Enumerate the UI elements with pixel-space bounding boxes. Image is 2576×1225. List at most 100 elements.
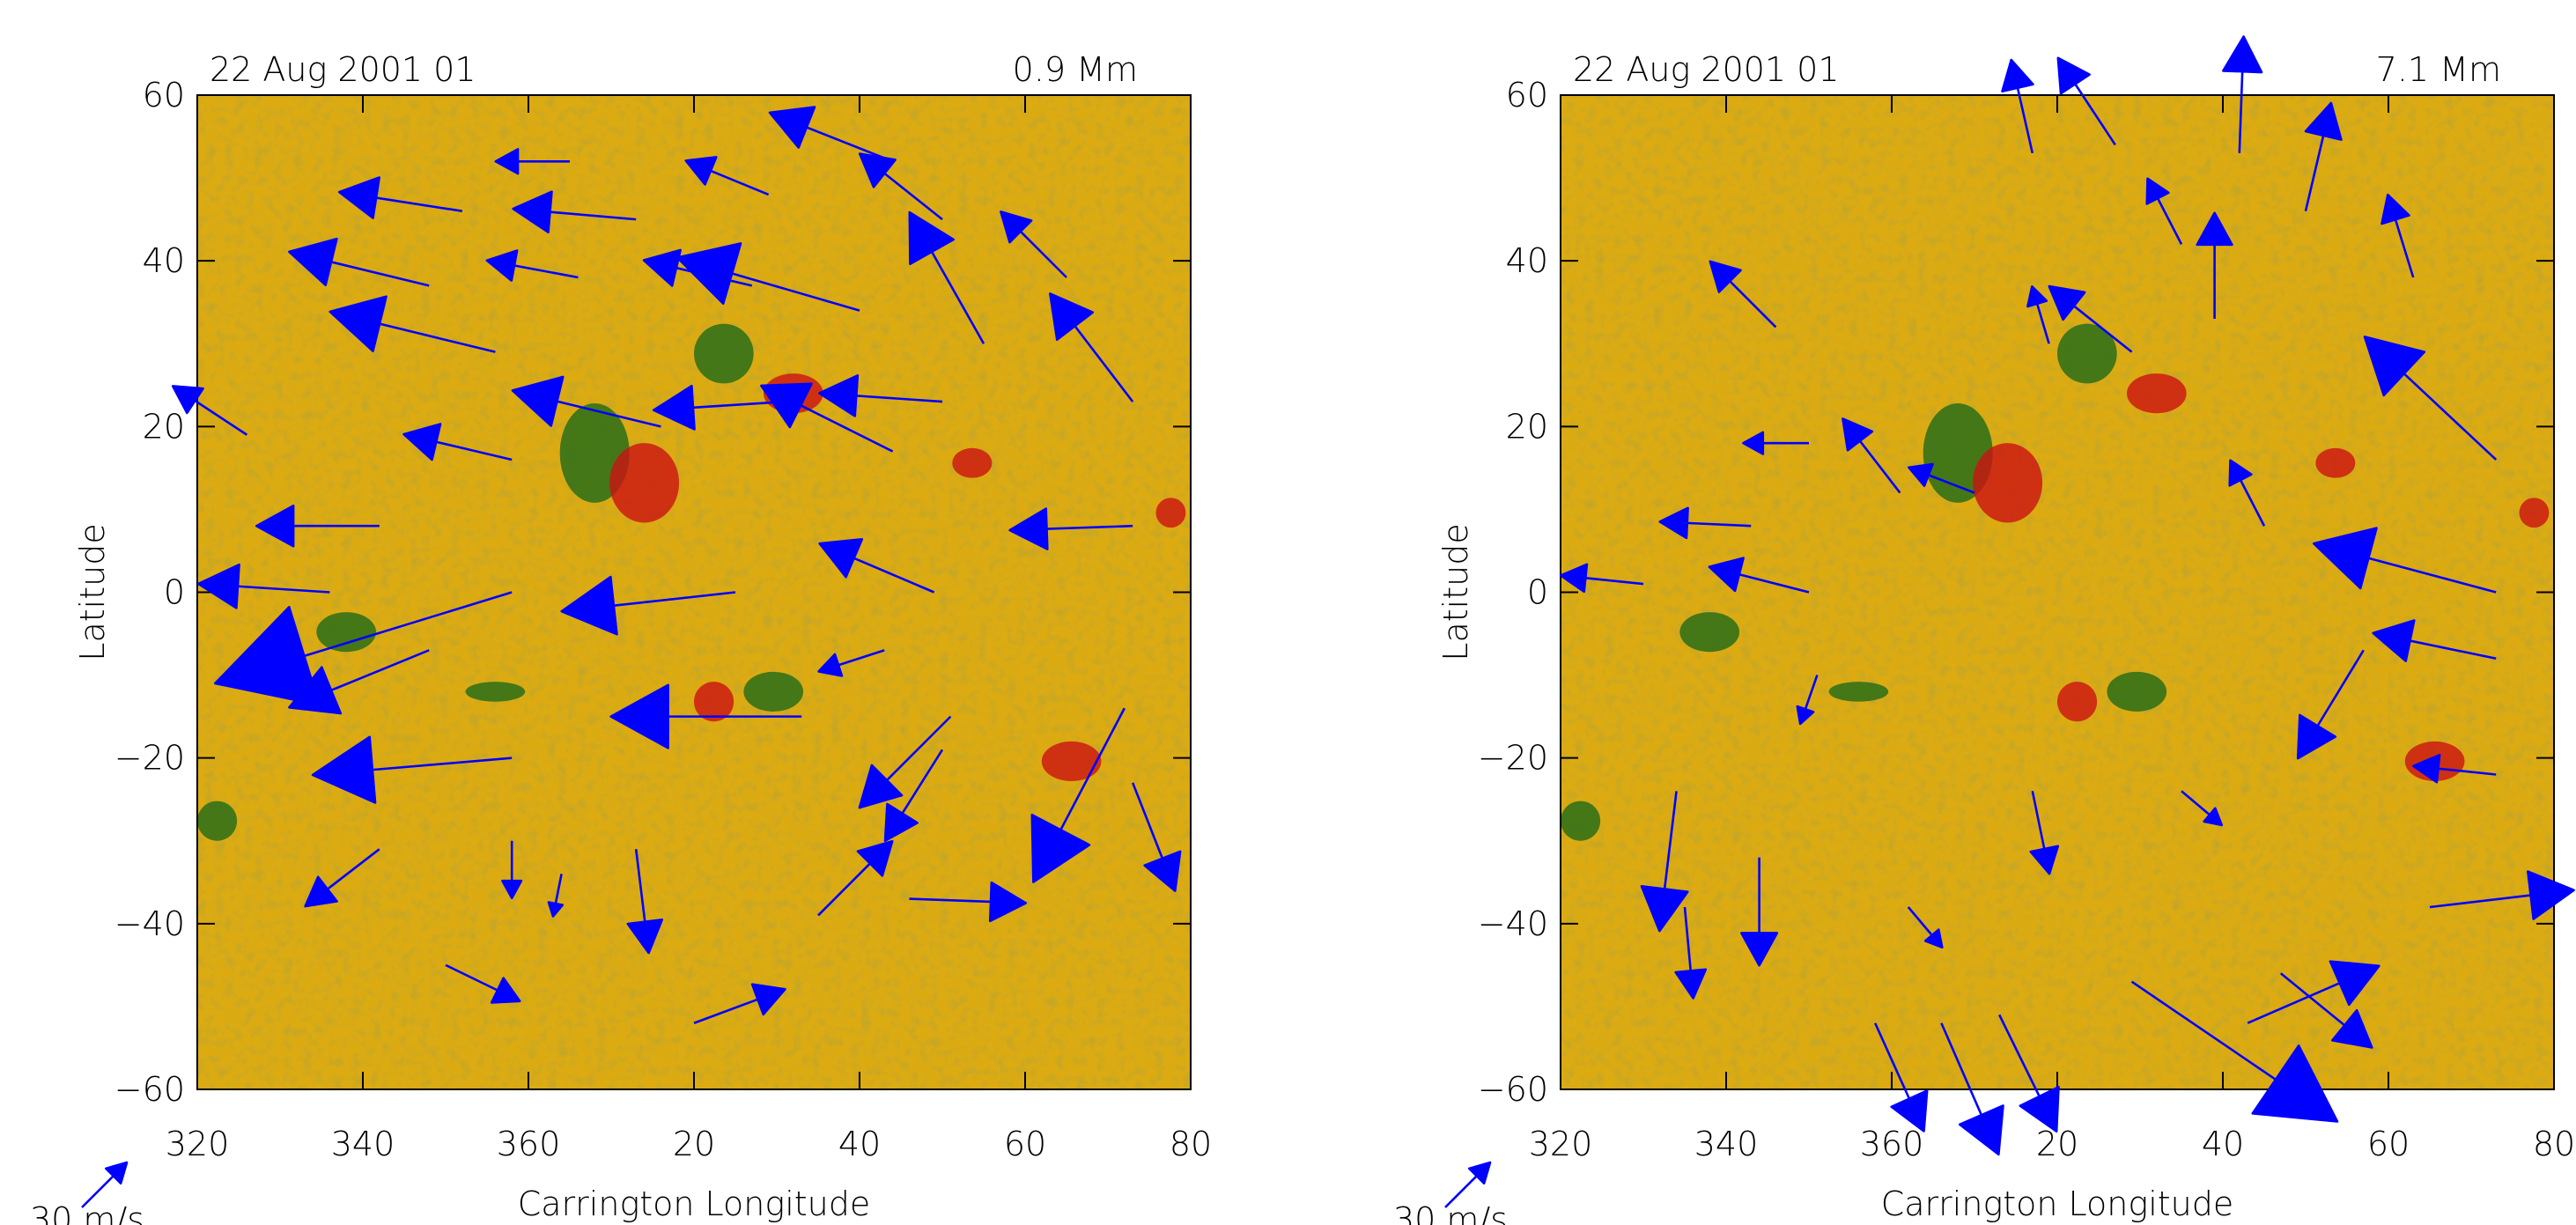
magnetic-feature [316, 612, 377, 653]
flow-arrow [2029, 791, 2060, 875]
x-tick-label: 320 [1529, 1125, 1593, 1163]
y-tick-label: 0 [164, 573, 185, 612]
magnetic-feature [2057, 682, 2098, 722]
flow-arrow [1559, 563, 1644, 594]
x-tick-label: 340 [331, 1125, 395, 1163]
flow-arrow [2312, 527, 2497, 594]
flow-arrow [445, 963, 521, 1004]
key-label: 30 m/s [30, 1200, 144, 1225]
flow-arrow [2380, 193, 2415, 278]
flow-arrow [288, 237, 430, 287]
flow-arrow [2412, 753, 2497, 784]
y-axis-label: Latitude [1436, 523, 1475, 660]
magnetic-feature [1828, 682, 1889, 702]
x-tick-label: 80 [1170, 1125, 1212, 1163]
flow-arrow [1049, 292, 1134, 402]
flow-arrow [485, 249, 579, 282]
flow-arrow [1708, 557, 1810, 594]
magnetic-feature [694, 323, 754, 384]
magnetic-feature [2107, 671, 2167, 712]
flow-arrow [818, 538, 935, 594]
flow-arrow [1742, 431, 1809, 455]
flow-arrow [328, 295, 496, 353]
flow-arrow [2296, 649, 2365, 760]
flow-arrow [501, 840, 523, 900]
flow-arrow [304, 848, 380, 908]
flow-arrow [2279, 972, 2373, 1049]
x-tick-label: 360 [497, 1125, 561, 1163]
flow-arrow [626, 848, 664, 955]
flow-arrow [883, 749, 944, 843]
flow-arrow [2228, 459, 2266, 527]
flow-arrow [1709, 260, 1777, 328]
magnetic-feature [2126, 373, 2187, 414]
y-tick-label: −60 [1478, 1070, 1548, 1109]
flow-arrow [1674, 906, 1708, 1000]
flow-arrow [1842, 417, 1901, 494]
flow-arrow [1008, 507, 1133, 550]
flow-arrow [908, 210, 985, 344]
flow-arrow [652, 384, 786, 431]
flow-arrow [255, 504, 380, 548]
panel-date: 22 Aug 2001 01 [1573, 50, 1840, 89]
magnetic-feature [2519, 498, 2550, 528]
key-arrow [81, 1161, 129, 1208]
magnetic-feature [465, 682, 526, 702]
flow-arrow [511, 375, 661, 428]
x-axis-label: Carrington Longitude [1881, 1184, 2234, 1223]
x-tick-label: 80 [2533, 1125, 2575, 1163]
magnetic-feature [1041, 741, 1102, 782]
magnetic-feature [1973, 443, 2043, 523]
flow-arrow [858, 715, 952, 809]
y-tick-label: 60 [1506, 76, 1548, 114]
magnetic-feature [1679, 612, 1740, 653]
y-tick-label: −60 [114, 1070, 185, 1109]
flow-arrow [2304, 101, 2343, 212]
magnetic-feature [609, 443, 680, 523]
flow-arrow [402, 423, 513, 461]
magnetic-feature [1561, 801, 1601, 841]
magnetic-feature [197, 801, 238, 841]
flow-arrow [337, 176, 462, 219]
flow-arrow [817, 839, 894, 917]
x-tick-label: 340 [1694, 1125, 1759, 1163]
flow-arrow [1908, 462, 1975, 494]
flow-arrow [2145, 177, 2183, 245]
magnetic-feature [694, 682, 734, 722]
x-tick-label: 20 [673, 1125, 715, 1163]
flow-arrow [214, 591, 513, 706]
panel-depth: 7.1 Mm [2376, 50, 2501, 89]
magnetic-feature [743, 671, 804, 712]
magnetic-feature [1155, 498, 1186, 528]
y-axis-label: Latitude [73, 523, 112, 660]
flow-arrow [909, 881, 1028, 923]
flow-arrow [560, 575, 736, 636]
flow-arrow [768, 106, 894, 163]
x-tick-label: 60 [2367, 1125, 2410, 1163]
plot-texture [1561, 95, 2554, 1089]
flow-arrow [1740, 857, 1779, 967]
flow-arrow [2247, 960, 2380, 1024]
flow-arrow [684, 156, 770, 196]
plot-texture [197, 95, 1191, 1089]
flow-arrow [818, 374, 943, 417]
panel-date: 22 Aug 2001 01 [210, 50, 476, 89]
magnetic-feature [952, 447, 993, 478]
flow-arrow [494, 148, 570, 175]
magnetic-feature [2057, 323, 2117, 384]
x-tick-label: 40 [2202, 1125, 2244, 1163]
flow-arrow [1998, 1014, 2060, 1133]
flow-arrow [288, 649, 430, 715]
y-tick-label: 60 [143, 76, 185, 114]
flow-arrow [760, 382, 894, 453]
y-tick-label: 40 [143, 241, 185, 280]
flow-arrow [1796, 675, 1819, 726]
key-label: 30 m/s [1393, 1200, 1508, 1225]
y-tick-label: −40 [114, 904, 185, 943]
flow-arrow [2372, 619, 2497, 662]
flow-arrow [1000, 210, 1067, 278]
flow-arrow [675, 242, 860, 312]
